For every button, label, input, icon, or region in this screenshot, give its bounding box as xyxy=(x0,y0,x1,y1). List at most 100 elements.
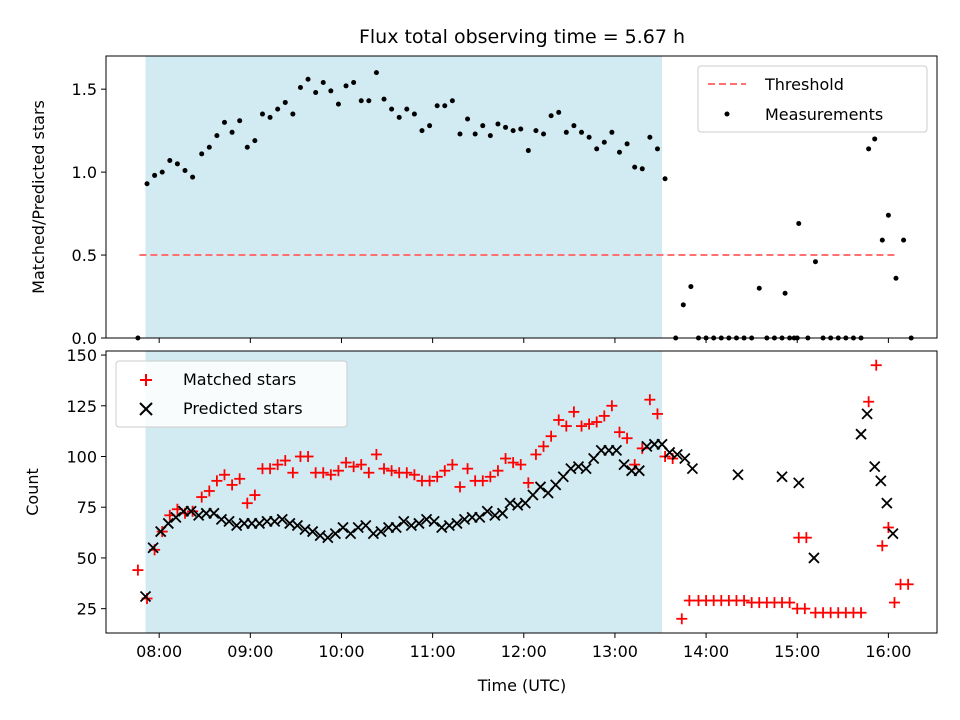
bottom-y-axis-label: Count xyxy=(23,468,42,516)
measurement-point xyxy=(624,141,630,147)
observing-span xyxy=(145,56,663,338)
measurement-point xyxy=(351,80,357,86)
predicted-point xyxy=(147,542,159,554)
predicted-point xyxy=(496,507,509,519)
y-tick-label: 25 xyxy=(77,600,97,619)
matched-point xyxy=(800,532,812,544)
matched-point xyxy=(462,463,474,475)
measurement-point xyxy=(214,133,220,139)
matched-point xyxy=(855,607,867,619)
y-tick-label: 0.5 xyxy=(72,246,97,265)
measurement-point xyxy=(221,119,227,125)
measurement-point xyxy=(647,134,653,140)
predicted-point xyxy=(679,452,691,465)
y-tick-label: 1.5 xyxy=(72,80,97,99)
predicted-point xyxy=(344,527,357,540)
measurement-point xyxy=(457,131,463,137)
matched-point xyxy=(598,410,610,422)
measurement-point xyxy=(389,106,395,112)
predicted-point xyxy=(671,448,683,461)
predicted-point xyxy=(390,521,402,534)
measurement-point xyxy=(680,302,686,308)
measurement-point xyxy=(366,98,372,104)
measurement-point xyxy=(518,126,524,132)
matched-point xyxy=(234,473,246,485)
measurement-point xyxy=(313,89,319,95)
matched-point xyxy=(738,595,750,607)
measurement-point xyxy=(533,128,539,134)
measurement-point xyxy=(885,212,891,218)
measurement-point xyxy=(812,259,818,265)
measurement-point xyxy=(174,161,180,167)
matched-point xyxy=(249,489,261,501)
measurement-point xyxy=(381,96,387,102)
matched-point xyxy=(439,465,451,477)
measurement-point xyxy=(472,131,478,137)
matched-point xyxy=(784,597,796,609)
matched-point xyxy=(492,465,504,477)
matched-point xyxy=(408,469,420,481)
measurement-point xyxy=(199,151,205,157)
measurement-point xyxy=(328,88,334,94)
x-tick-label: 12:00 xyxy=(501,642,547,661)
measurement-point xyxy=(259,111,265,117)
matched-point xyxy=(606,400,618,412)
measurement-point xyxy=(427,123,433,129)
predicted-point xyxy=(618,458,630,471)
bottom-plot-marks xyxy=(132,359,914,625)
predicted-point xyxy=(329,527,342,540)
matched-point xyxy=(651,408,663,420)
matched-point xyxy=(355,459,367,471)
predicted-point xyxy=(185,505,197,517)
measurement-point xyxy=(335,101,341,107)
matched-point xyxy=(132,564,144,576)
measurement-point xyxy=(229,129,235,135)
matched-point xyxy=(241,497,253,509)
legend-threshold-label: Threshold xyxy=(764,75,844,94)
matched-point xyxy=(576,420,588,432)
predicted-point xyxy=(208,507,220,519)
predicted-point xyxy=(398,515,410,528)
measurement-point xyxy=(305,76,311,82)
matched-point xyxy=(156,526,168,538)
matched-point xyxy=(272,459,284,471)
predicted-point xyxy=(451,517,463,530)
x-tick-label: 10:00 xyxy=(318,642,364,661)
predicted-point xyxy=(291,519,304,532)
predicted-point xyxy=(875,475,887,487)
measurement-point xyxy=(434,103,440,109)
x-tick-label: 16:00 xyxy=(865,642,911,661)
matched-point xyxy=(446,459,458,471)
predicted-point xyxy=(481,505,493,517)
predicted-point xyxy=(534,481,547,493)
measurement-point xyxy=(252,138,258,144)
matched-point xyxy=(317,467,329,479)
predicted-point xyxy=(776,471,788,483)
y-tick-label: 150 xyxy=(66,346,97,365)
top-legend: Threshold Measurements xyxy=(697,65,928,133)
measurement-point xyxy=(320,80,326,86)
measurement-point xyxy=(879,237,885,243)
matched-point xyxy=(386,465,398,477)
matched-point xyxy=(477,475,489,487)
measurement-point xyxy=(662,176,668,182)
matched-point xyxy=(507,457,519,469)
matched-point xyxy=(799,603,811,615)
matched-point xyxy=(863,396,875,408)
predicted-point xyxy=(887,527,899,540)
measurement-point xyxy=(609,129,615,135)
x-tick-label: 11:00 xyxy=(410,642,456,661)
measurement-point xyxy=(487,133,493,139)
measurement-point xyxy=(396,114,402,120)
predicted-point xyxy=(223,515,235,528)
measurement-point xyxy=(182,167,188,173)
matched-point xyxy=(332,465,344,477)
measurement-point xyxy=(594,146,600,152)
measurement-point xyxy=(796,221,802,227)
predicted-point xyxy=(610,444,623,457)
measurement-point xyxy=(556,109,562,115)
top-shaded-span xyxy=(145,56,663,338)
predicted-point xyxy=(793,477,805,489)
top-y-axis: 0.0 0.5 1.0 1.5 xyxy=(72,80,106,348)
matched-point xyxy=(888,597,900,609)
